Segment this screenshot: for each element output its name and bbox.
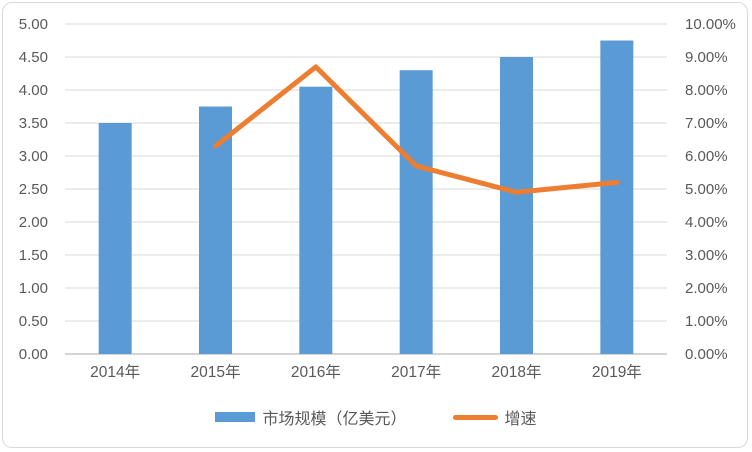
y-axis-left-tick-label: 2.50 xyxy=(19,181,48,198)
y-axis-left-tick-label: 3.50 xyxy=(19,115,48,132)
x-axis-tick-label-2014年: 2014年 xyxy=(90,363,140,381)
y-axis-right-tick-label: 1.00% xyxy=(685,313,728,330)
x-axis-tick-label-2017年: 2017年 xyxy=(391,363,441,381)
x-axis-tick-label-2015年: 2015年 xyxy=(191,363,241,381)
y-axis-left-tick-label: 4.50 xyxy=(19,49,48,66)
x-axis-tick-label-2019年: 2019年 xyxy=(592,363,642,381)
plot-area: 0.00 0.00% 0.50 1.00% 1.00 2.00% 1.50 3.00% 2.00… xyxy=(19,16,736,381)
y-axis-left-tick-label: 0.50 xyxy=(19,313,48,330)
bar-2017年 xyxy=(399,70,433,354)
bar-2019年 xyxy=(600,40,634,354)
legend-bar-swatch-icon xyxy=(215,412,256,422)
y-axis-right-tick-label: 8.00% xyxy=(685,82,728,99)
legend-line-swatch-icon xyxy=(452,414,498,420)
y-axis-left-tick-label: 1.50 xyxy=(19,247,48,264)
y-axis-left-tick-label: 4.00 xyxy=(19,82,48,99)
y-axis-right-tick-label: 10.00% xyxy=(685,16,736,33)
bar-2016年 xyxy=(299,86,333,354)
bar-2018年 xyxy=(500,57,533,354)
legend: 市场规模（亿美元） 增速 xyxy=(3,405,749,429)
y-axis-right-tick-label: 5.00% xyxy=(685,181,728,198)
y-axis-right-tick-label: 9.00% xyxy=(685,49,728,66)
legend-item-growth: 增速 xyxy=(452,405,537,429)
y-axis-right-tick-label: 7.00% xyxy=(685,115,728,132)
y-axis-left-tick-label: 5.00 xyxy=(19,16,48,33)
growth-line xyxy=(213,64,620,195)
y-axis-right-tick-label: 4.00% xyxy=(685,214,728,231)
y-axis-right-tick-label: 2.00% xyxy=(685,280,728,297)
y-axis-right-tick-label: 6.00% xyxy=(685,148,728,165)
y-axis-left-tick-label: 2.00 xyxy=(19,214,48,231)
y-axis-left-tick-label: 1.00 xyxy=(19,280,48,297)
x-axis-tick-label-2016年: 2016年 xyxy=(291,363,341,381)
y-axis-right-tick-label: 3.00% xyxy=(685,247,728,264)
bar-2014年 xyxy=(98,123,132,354)
chart-frame: 0.00 0.00% 0.50 1.00% 1.00 2.00% 1.50 3.00% 2.00… xyxy=(2,2,748,448)
x-axis-tick-label-2018年: 2018年 xyxy=(492,363,542,381)
legend-label-market-size: 市场规模（亿美元） xyxy=(262,411,407,428)
y-axis-left-tick-label: 3.00 xyxy=(19,148,48,165)
y-axis-left-tick-label: 0.00 xyxy=(19,346,48,363)
legend-item-market-size: 市场规模（亿美元） xyxy=(215,405,407,429)
legend-label-growth: 增速 xyxy=(504,411,537,428)
y-axis-right-tick-label: 0.00% xyxy=(685,346,728,363)
